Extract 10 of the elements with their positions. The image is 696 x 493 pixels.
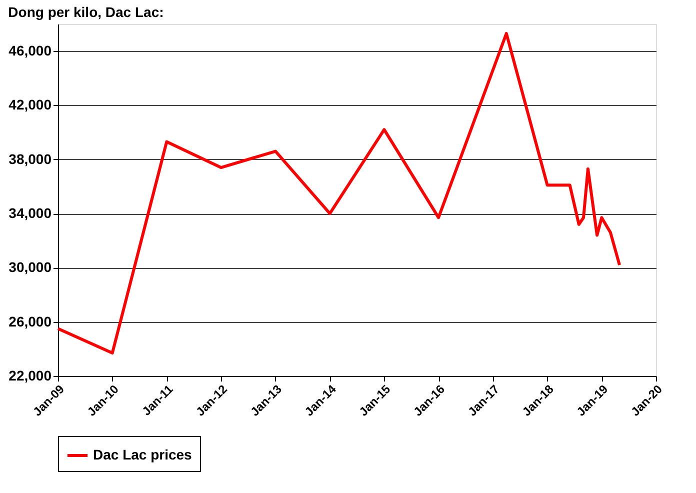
y-tick-label: 42,000 — [8, 96, 52, 113]
y-tick-label: 30,000 — [8, 259, 52, 276]
y-tick-label: 26,000 — [8, 313, 52, 330]
y-tick-label: 22,000 — [8, 368, 52, 384]
chart-title: Dong per kilo, Dac Lac: — [8, 4, 164, 20]
y-tick-label: 38,000 — [8, 150, 52, 167]
legend-label: Dac Lac prices — [93, 446, 192, 462]
line-series — [56, 32, 622, 354]
y-tick-label: 34,000 — [8, 205, 52, 222]
y-tick-label: 46,000 — [8, 42, 52, 59]
